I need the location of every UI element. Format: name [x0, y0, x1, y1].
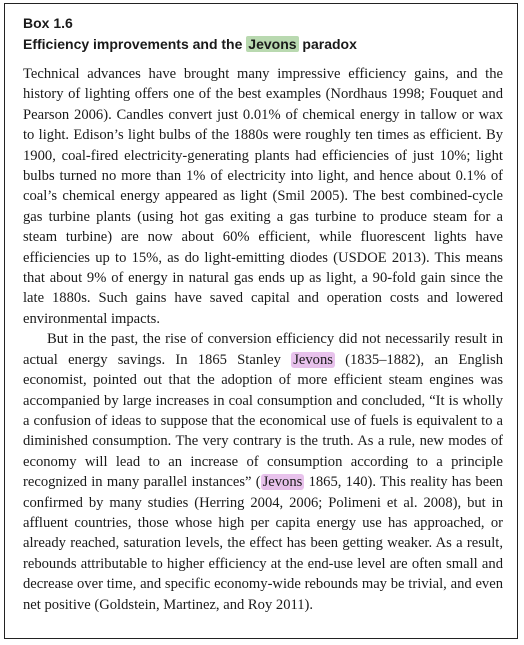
box-label: Box 1.6: [23, 15, 73, 31]
box-title-before: Efficiency improvements and the: [23, 36, 247, 52]
paragraph-2-part-3: 1865, 140). This reality has been confir…: [23, 474, 503, 613]
paragraph-2: But in the past, the rise of conversion …: [23, 329, 503, 615]
paragraph-1: Technical advances have brought many imp…: [23, 66, 503, 327]
paragraph-2-part-2: (1835–1882), an English economist, point…: [23, 351, 504, 491]
highlight-jevons-title[interactable]: Jevons: [246, 36, 299, 52]
box-title-after: paradox: [298, 36, 357, 52]
text-box: Box 1.6 Efficiency improvements and the …: [4, 3, 518, 639]
highlight-jevons-1[interactable]: Jevons: [291, 351, 335, 368]
box-title: Efficiency improvements and the Jevons p…: [23, 34, 503, 54]
paragraph-2-part-1: But in the past, the rise of conversion …: [23, 331, 503, 368]
highlight-jevons-2[interactable]: Jevons: [260, 474, 305, 491]
